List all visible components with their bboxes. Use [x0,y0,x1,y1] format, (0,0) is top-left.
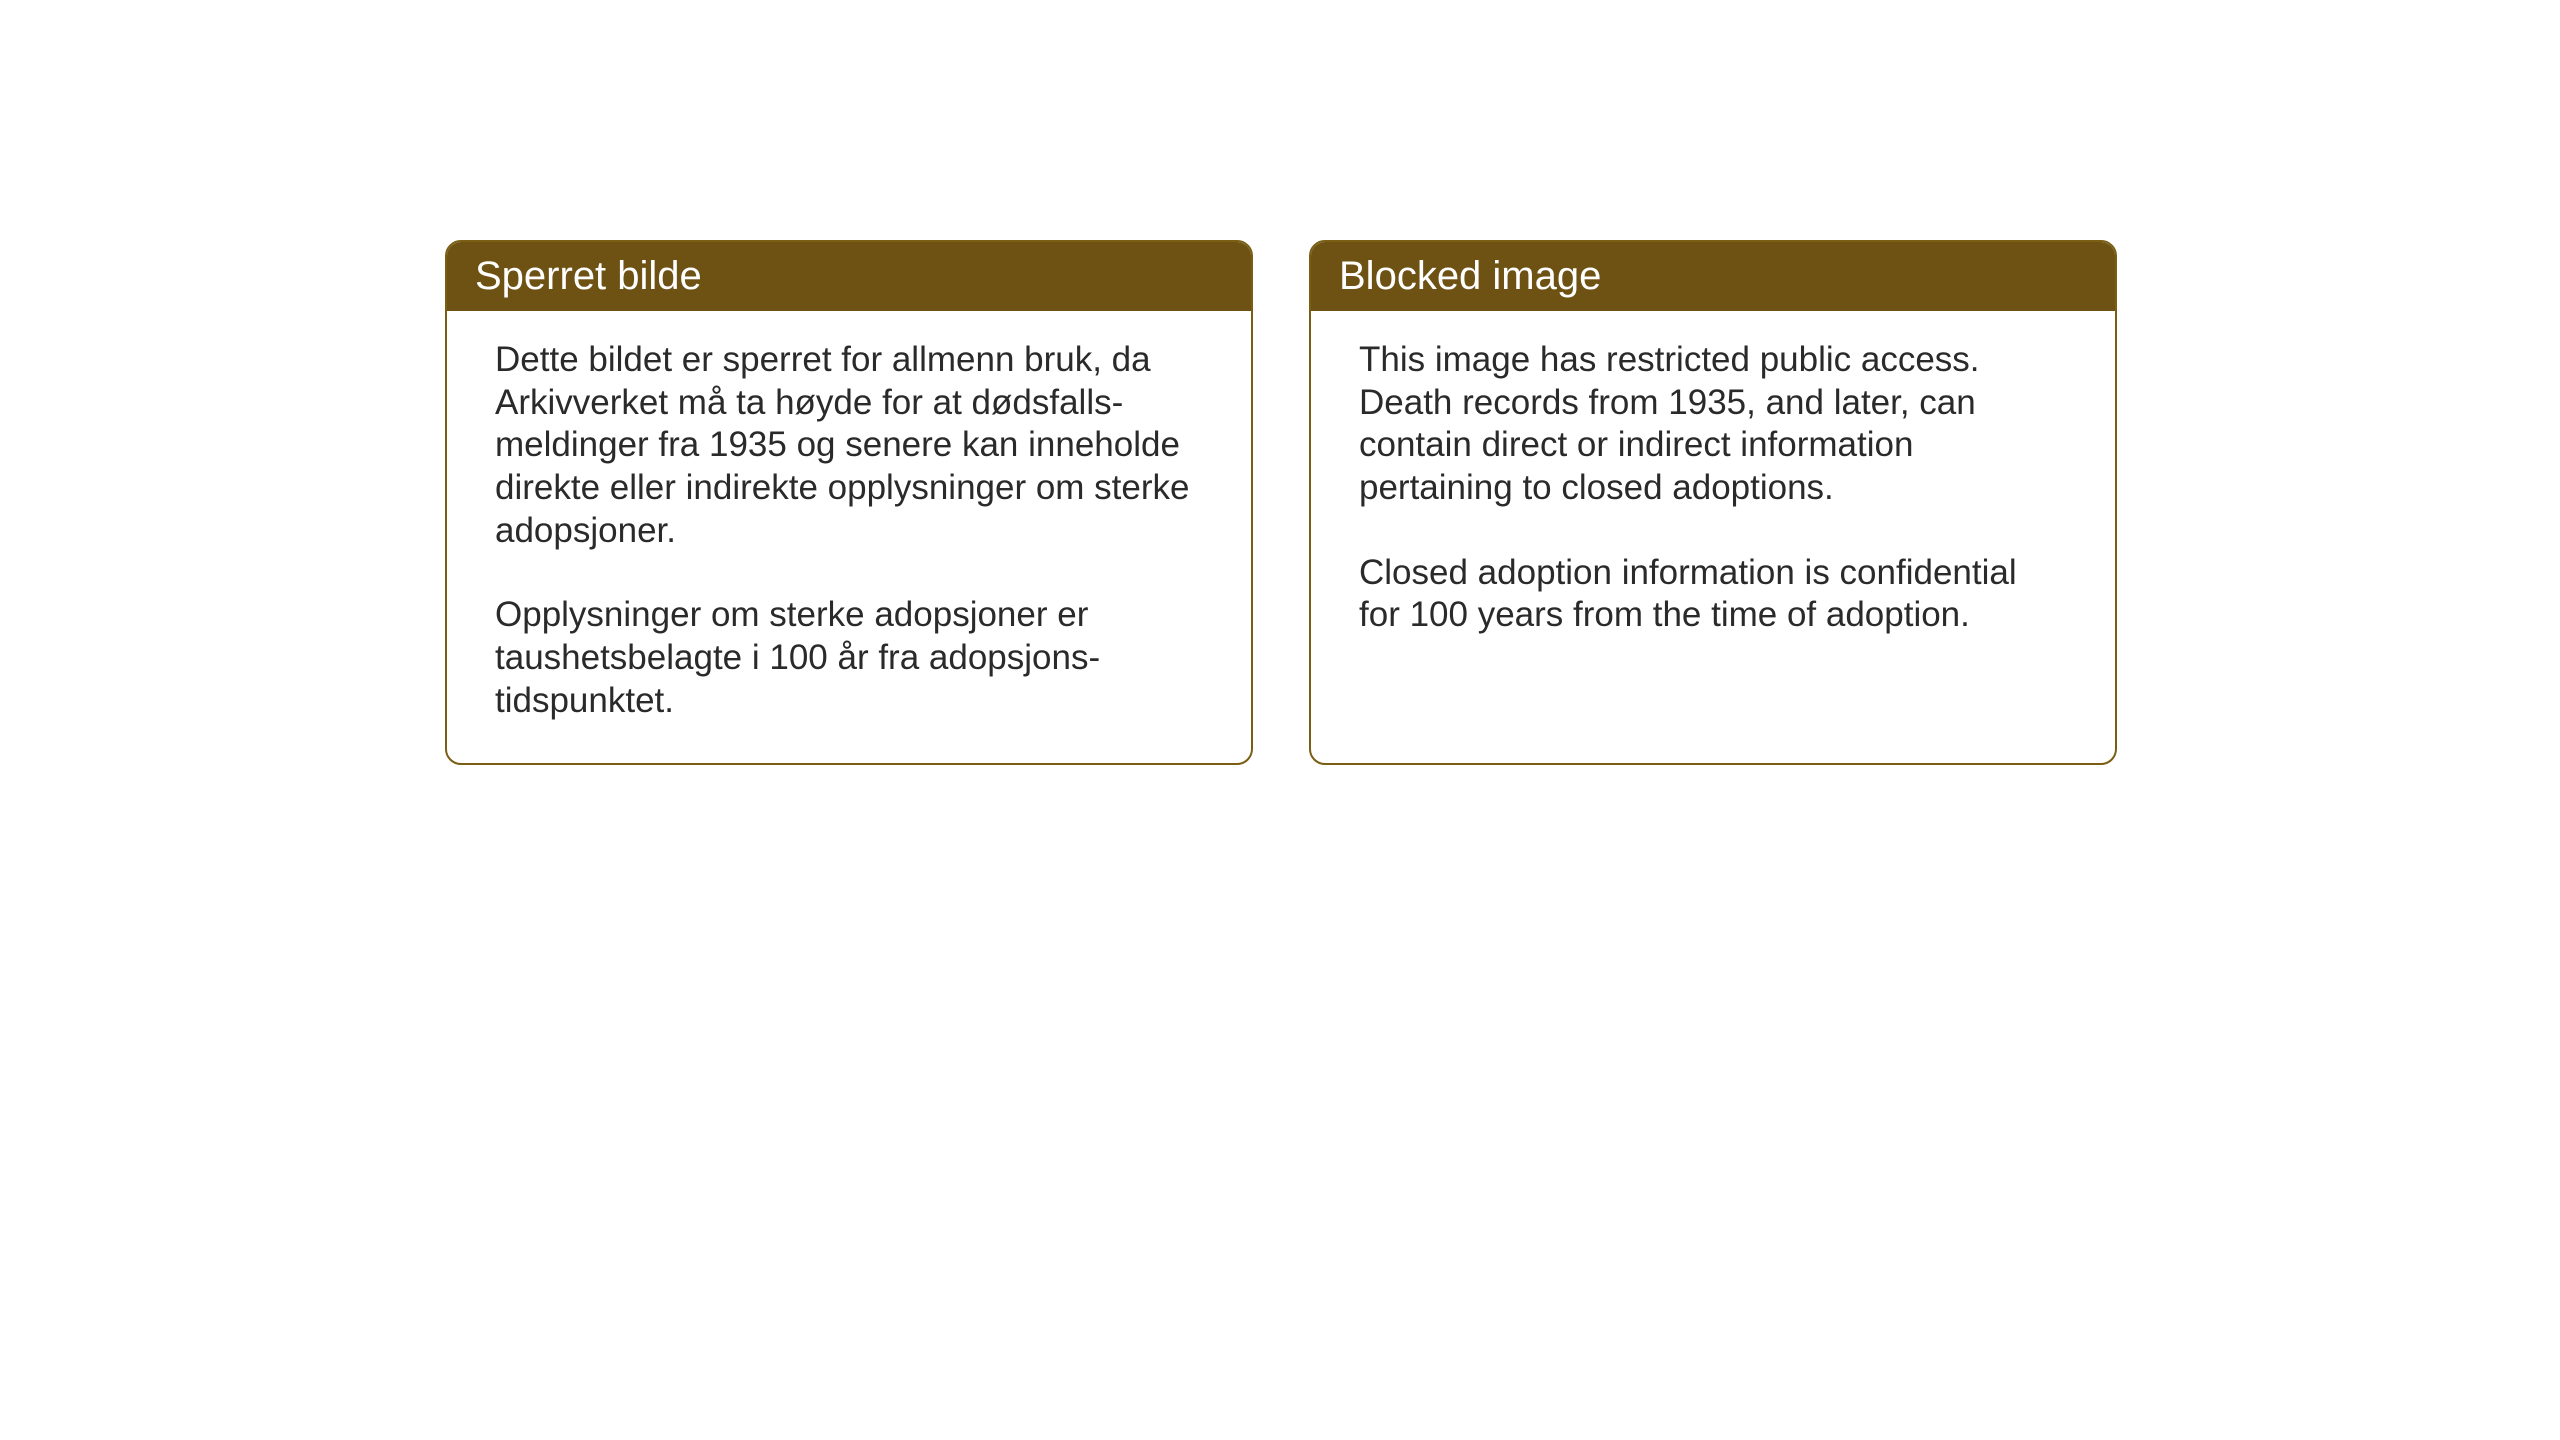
notice-card-english: Blocked image This image has restricted … [1309,240,2117,765]
notice-paragraph-1-english: This image has restricted public access.… [1359,339,2067,510]
notice-title-english: Blocked image [1339,254,1601,298]
notice-paragraph-2-norwegian: Opplysninger om sterke adopsjoner er tau… [495,594,1203,722]
notice-paragraph-2-english: Closed adoption information is confident… [1359,552,2067,637]
notice-card-norwegian: Sperret bilde Dette bildet er sperret fo… [445,240,1253,765]
notice-body-english: This image has restricted public access.… [1311,311,2115,691]
notice-container: Sperret bilde Dette bildet er sperret fo… [445,240,2117,765]
notice-header-english: Blocked image [1311,242,2115,311]
notice-title-norwegian: Sperret bilde [475,254,702,298]
notice-header-norwegian: Sperret bilde [447,242,1251,311]
notice-paragraph-1-norwegian: Dette bildet er sperret for allmenn bruk… [495,339,1203,552]
notice-body-norwegian: Dette bildet er sperret for allmenn bruk… [447,311,1251,763]
